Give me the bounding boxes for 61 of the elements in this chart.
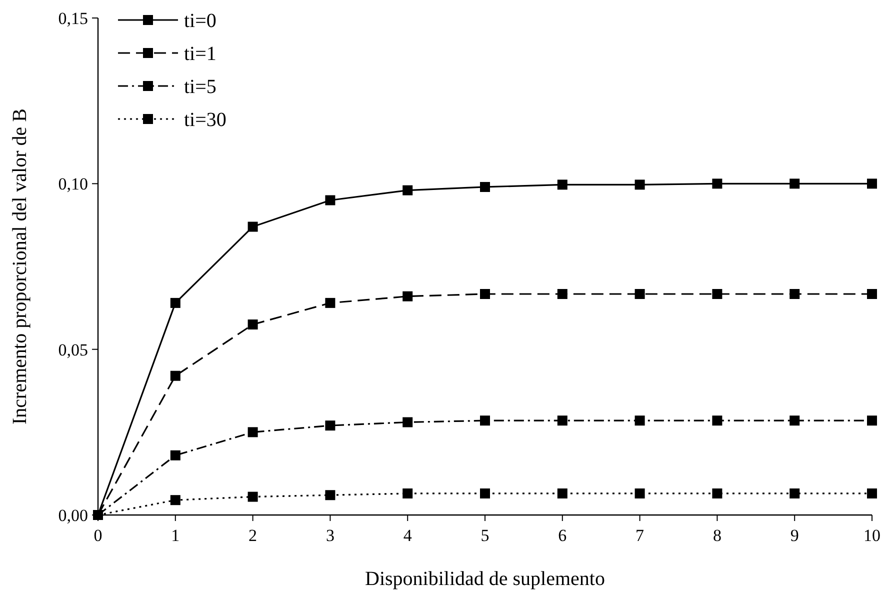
point [634,180,645,190]
legend-label: ti=5 [184,76,216,98]
y-tick-label: 0,05 [58,340,88,360]
point [712,178,722,189]
point [634,488,645,498]
point [170,370,180,381]
point [480,182,490,192]
point [790,178,800,189]
y-tick-label: 0,10 [58,174,88,194]
point [790,416,800,426]
point [325,490,336,500]
point [790,289,800,299]
x-tick-label: 4 [403,526,412,545]
x-axis-title: Disponibilidad de suplemento [365,568,605,590]
point [712,416,722,426]
legend-label: ti=30 [184,109,226,131]
point [790,488,800,498]
point [170,495,180,506]
point [170,298,180,308]
point [480,416,490,426]
point [170,450,180,460]
x-tick-label: 3 [326,526,334,545]
y-axis-title: Incremento proporcional del valor de B [9,108,31,424]
x-tick-label: 2 [248,526,258,545]
point [712,289,722,299]
point [402,185,413,196]
point [402,291,413,302]
point [325,298,336,308]
x-tick-label: 0 [94,526,102,545]
legend-label: ti=1 [184,43,216,65]
point [480,289,490,299]
x-tick-label: 8 [712,526,722,545]
x-tick-label: 5 [480,526,490,545]
point [712,488,722,498]
x-tick-label: 10 [864,526,880,545]
point [325,195,336,206]
point [248,492,258,502]
x-tick-label: 7 [636,526,645,545]
y-tick-label: 0,15 [58,8,88,28]
point [248,319,258,330]
point [867,488,877,498]
x-tick-label: 1 [171,526,180,545]
point [248,427,258,438]
point [867,178,877,189]
x-tick-label: 9 [790,526,799,545]
point [867,416,877,426]
point [557,488,568,498]
legend-label: ti=0 [184,10,216,32]
point [557,416,568,426]
x-tick-label: 6 [558,526,567,545]
point [557,180,568,190]
point [325,420,336,431]
point [634,289,645,299]
point [867,289,877,299]
point [634,416,645,426]
point [402,488,413,498]
point [557,289,568,299]
point [402,417,413,428]
point [480,488,490,498]
y-tick-label: 0,00 [58,506,88,525]
point [248,222,258,232]
